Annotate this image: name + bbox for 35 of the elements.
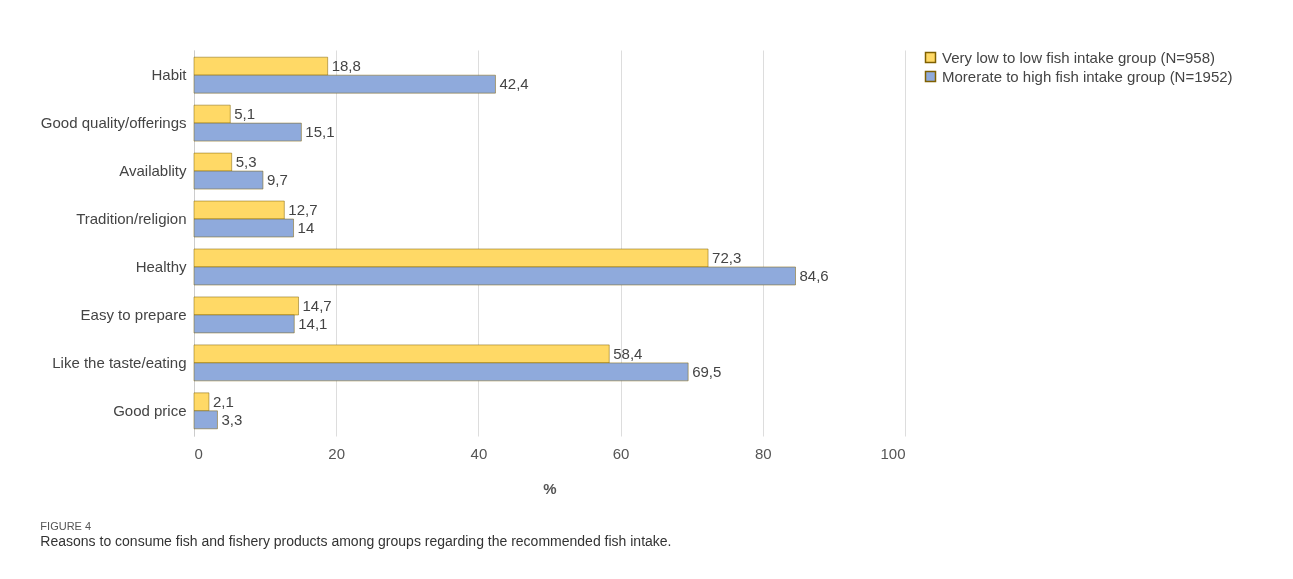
data-label: 2,1 (212, 392, 234, 410)
data-label: 14,7 (302, 296, 332, 314)
data-label: 3,3 (221, 410, 243, 428)
x-tick-label: 60 (612, 444, 630, 462)
y-tick-label: Good price (113, 401, 187, 419)
data-label: 18,8 (331, 57, 361, 75)
data-label: 12,7 (288, 201, 318, 219)
data-label: 72,3 (712, 248, 742, 266)
y-tick-label: Easy to prepare (80, 305, 187, 323)
x-axis-title: % (543, 479, 557, 497)
y-tick-label: Availablity (119, 162, 187, 180)
y-tick-label: Tradition/religion (76, 210, 187, 228)
legend-label: Very low to low fish intake group (N=958) (942, 48, 1216, 66)
y-tick-label: Like the taste/eating (52, 353, 187, 371)
data-label: 42,4 (499, 75, 529, 93)
data-label: 58,4 (613, 344, 643, 362)
data-label: 14 (297, 219, 315, 237)
x-tick-label: 100 (880, 444, 906, 462)
data-label: 9,7 (266, 171, 288, 189)
data-label: 84,6 (799, 266, 829, 284)
data-label: 5,3 (235, 153, 257, 171)
y-tick-label: Habit (151, 66, 188, 84)
data-label: 69,5 (692, 362, 722, 380)
x-tick-label: 80 (754, 444, 772, 462)
y-tick-label: Good quality/offerings (40, 114, 187, 132)
caption: FIGURE 4 (40, 520, 92, 532)
data-label: 5,1 (234, 105, 256, 123)
data-label: 14,1 (298, 314, 328, 332)
y-tick-label: Healthy (135, 257, 187, 275)
x-tick-label: 20 (328, 444, 346, 462)
data-label: 15,1 (305, 123, 335, 141)
legend-label: Morerate to high fish intake group (N=1952) (942, 67, 1233, 85)
x-tick-label: 40 (470, 444, 488, 462)
text: Reasons to consume fish and fishery products among groups regarding the recommended fish intake. (40, 533, 672, 549)
x-tick-label: 0 (194, 444, 203, 462)
